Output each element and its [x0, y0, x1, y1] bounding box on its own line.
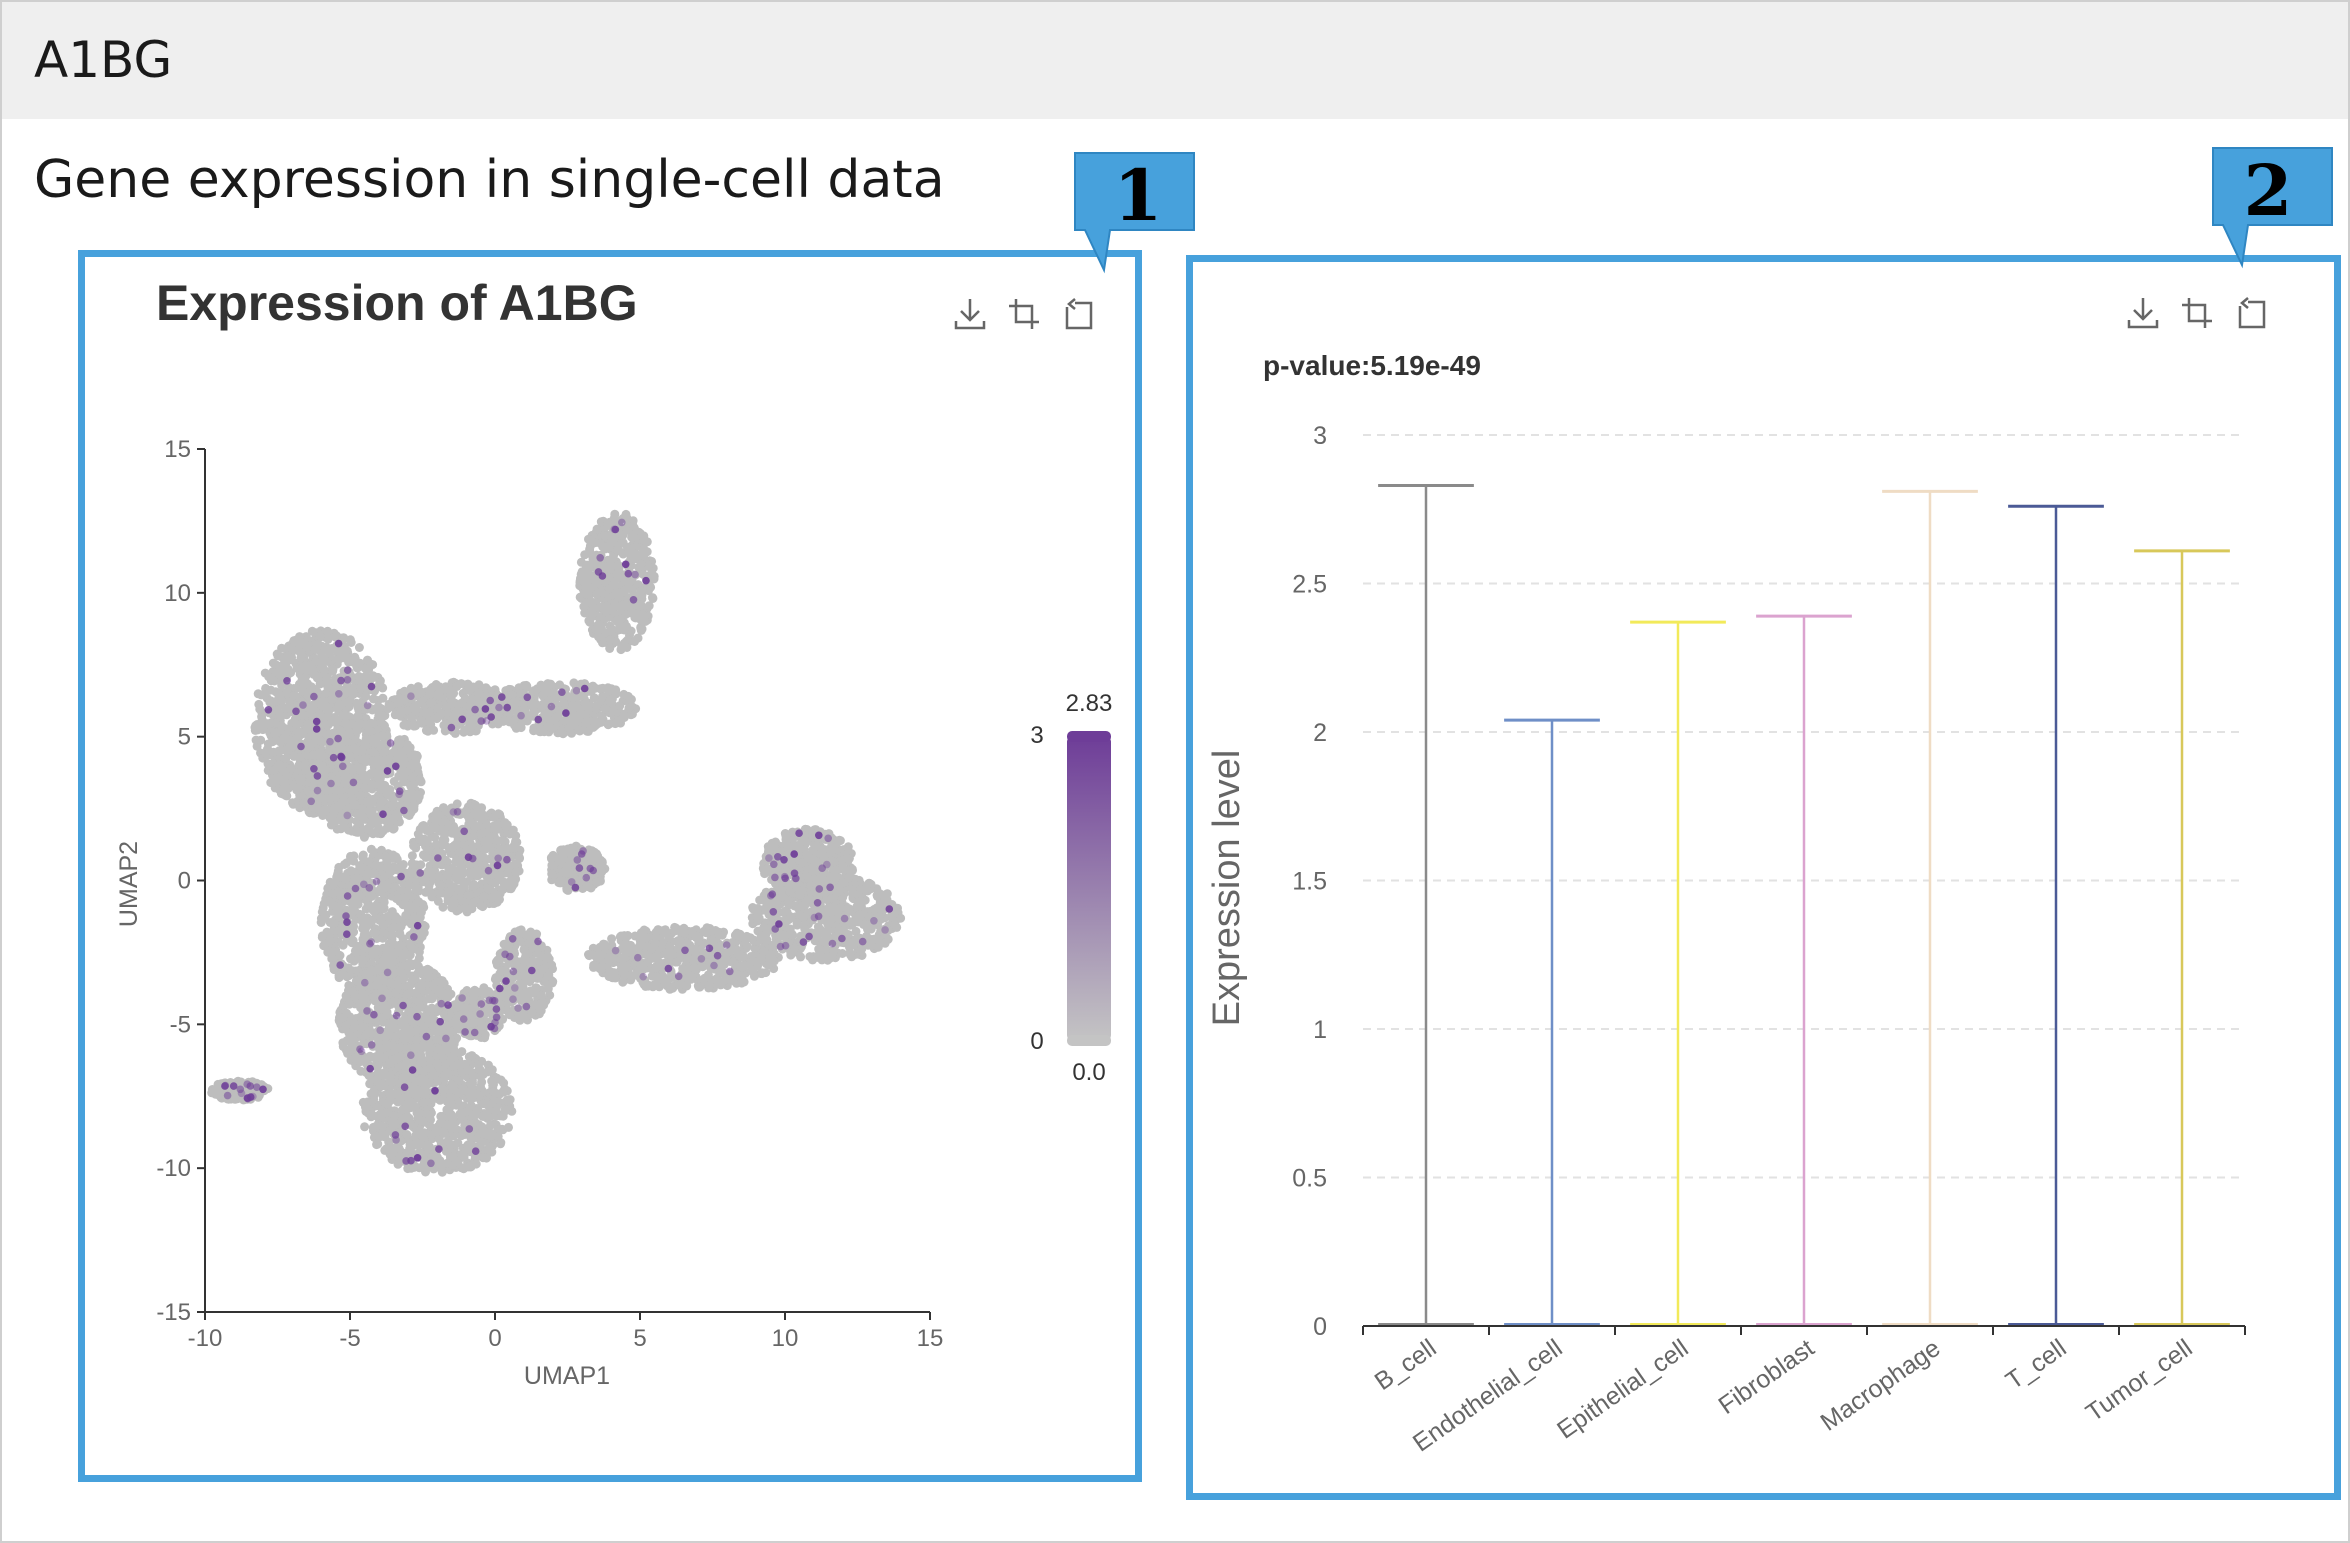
x-tick-label: 5 — [633, 1325, 646, 1352]
y-tick-label: -10 — [156, 1155, 191, 1182]
x-tick-label: B_cell — [1370, 1334, 1442, 1396]
crop-icon[interactable] — [2178, 294, 2216, 332]
y-tick-label: 0 — [178, 868, 191, 895]
expression-colorbar: 2.83 0.0 3 0 — [1030, 690, 1112, 1086]
callout-1-label: 1 — [1114, 154, 1163, 237]
y-tick-label: 1 — [1313, 1016, 1327, 1044]
y-tick-label: 2 — [1313, 719, 1327, 747]
colorbar-top-tick: 3 — [1030, 722, 1043, 749]
callout-2-label: 2 — [2244, 149, 2293, 232]
umap-panel: Expression of A1BG -10 -5 0 5 10 15 15 10 5 0 -5 -1… — [78, 250, 1142, 1482]
x-tick-label: Epithelial_cell — [1552, 1334, 1693, 1445]
y-tick-label: 3 — [1313, 422, 1327, 450]
umap-chart: Expression of A1BG -10 -5 0 5 10 15 15 10 5 0 -5 -1… — [115, 275, 1112, 1390]
box-b-cell[interactable] — [1378, 483, 1474, 1327]
y-tick-label: 0.5 — [1292, 1165, 1327, 1193]
download-icon[interactable] — [2124, 294, 2162, 332]
x-tick-label: -5 — [339, 1325, 360, 1352]
y-tick-label: -15 — [156, 1299, 191, 1326]
expression-chart: p-value:5.19e-49 0 0.5 1 1.5 2 2.5 3 Expression… — [1206, 294, 2270, 1457]
y-tick-label: 10 — [164, 580, 191, 607]
y-tick-label: 1.5 — [1292, 868, 1327, 896]
crop-icon[interactable] — [1005, 295, 1043, 333]
box-fibroblast[interactable] — [1756, 614, 1852, 1327]
x-tick-label: Tumor_cell — [2081, 1334, 2198, 1427]
pvalue-title: p-value:5.19e-49 — [1263, 350, 1481, 381]
callout-2: 2 — [2212, 147, 2333, 269]
x-tick-label: T_cell — [2001, 1334, 2072, 1395]
umap-xlabel: UMAP1 — [524, 1362, 610, 1390]
section-title: Gene expression in single-cell data — [34, 150, 945, 210]
x-tick-label: -10 — [188, 1325, 223, 1352]
umap-ylabel: UMAP2 — [115, 841, 143, 927]
box-t-cell[interactable] — [2008, 504, 2104, 1327]
restore-icon[interactable] — [2232, 294, 2270, 332]
download-icon[interactable] — [951, 295, 989, 333]
colorbar-bottom-tick: 0 — [1030, 1028, 1043, 1055]
y-tick-label: 15 — [164, 436, 191, 463]
y-tick-label: 5 — [178, 724, 191, 751]
umap-title: Expression of A1BG — [156, 275, 638, 331]
x-tick-label: Macrophage — [1816, 1334, 1946, 1437]
y-tick-label: -5 — [170, 1011, 191, 1038]
x-tick-label: 10 — [772, 1325, 799, 1352]
box-endothelial-cell[interactable] — [1504, 718, 1600, 1327]
expr-ylabel: Expression level — [1206, 750, 1248, 1027]
colorbar-gradient — [1067, 736, 1111, 1041]
gene-title: A1BG — [34, 31, 173, 89]
colorbar-min-handle[interactable] — [1067, 1035, 1111, 1046]
umap-cell-points — [207, 509, 906, 1177]
x-tick-label: 0 — [488, 1325, 501, 1352]
restore-icon[interactable] — [1059, 295, 1097, 333]
gene-header: A1BG — [2, 2, 2348, 119]
x-tick-label: 15 — [917, 1325, 944, 1352]
colorbar-max-handle[interactable] — [1067, 731, 1111, 742]
expression-panel: p-value:5.19e-49 0 0.5 1 1.5 2 2.5 3 Expression… — [1186, 255, 2341, 1500]
colorbar-min-label: 0.0 — [1072, 1059, 1105, 1086]
box-macrophage[interactable] — [1882, 489, 1978, 1327]
colorbar-max-label: 2.83 — [1066, 690, 1113, 717]
y-tick-label: 0 — [1313, 1313, 1327, 1341]
box-tumor-cell[interactable] — [2134, 549, 2230, 1327]
box-epithelial-cell[interactable] — [1630, 620, 1726, 1327]
y-tick-label: 2.5 — [1292, 571, 1327, 599]
x-tick-label: Fibroblast — [1713, 1334, 1819, 1420]
callout-1: 1 — [1074, 152, 1195, 274]
